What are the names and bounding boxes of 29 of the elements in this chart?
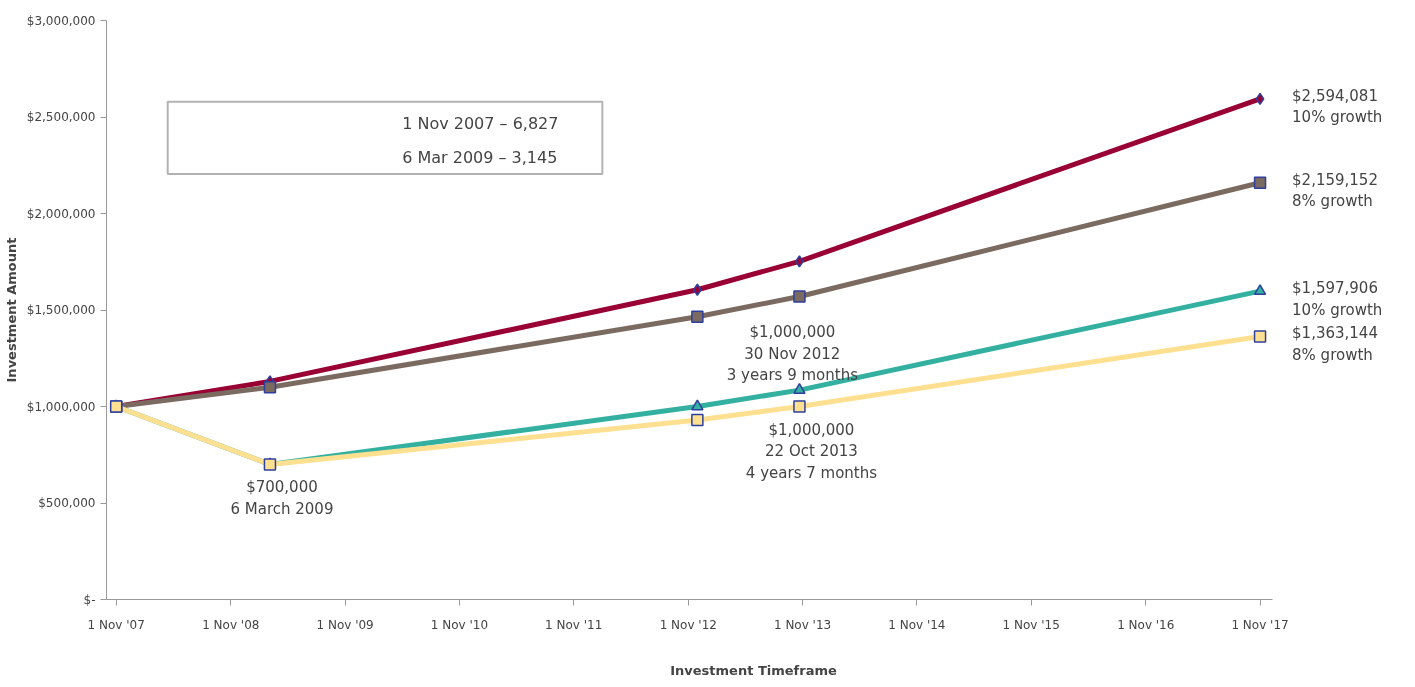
x-tick-label: 1 Nov '12 bbox=[659, 617, 717, 632]
annotation: 1 Nov 2007 – 6,827 bbox=[402, 114, 559, 134]
annotation: $1,597,906 10% growth bbox=[1292, 279, 1383, 319]
x-tick-label: 1 Nov '07 bbox=[87, 617, 145, 632]
annotation: $1,000,000 22 Oct 2013 4 years 7 months bbox=[745, 420, 878, 482]
y-tick-label: $2,000,000 bbox=[26, 206, 96, 221]
annotation: $2,159,152 8% growth bbox=[1292, 170, 1378, 211]
y-tick-label: $1,500,000 bbox=[26, 303, 96, 317]
y-tick-label: $2,500,000 bbox=[26, 110, 96, 124]
annotation: $1,000,000 30 Nov 2012 3 years 9 months bbox=[726, 323, 859, 385]
annotation: $2,594,081 10% growth bbox=[1292, 86, 1383, 127]
y-tick-label: $1,000,000 bbox=[26, 399, 96, 414]
x-tick-label: 1 Nov '14 bbox=[888, 617, 946, 632]
annotation: $700,000 6 March 2009 bbox=[230, 478, 334, 518]
x-tick-label: 1 Nov '11 bbox=[545, 617, 603, 632]
x-tick-label: 1 Nov '09 bbox=[316, 617, 374, 632]
x-tick-label: 1 Nov '13 bbox=[773, 617, 832, 632]
annotation: 6 Mar 2009 – 3,145 bbox=[402, 147, 558, 167]
y-axis-title: Investment Amount bbox=[3, 237, 19, 383]
y-tick-label: $3,000,000 bbox=[26, 13, 96, 28]
x-tick-label: 1 Nov '08 bbox=[202, 617, 260, 632]
x-tick-label: 1 Nov '15 bbox=[1002, 617, 1060, 632]
annotation: $1,363,144 8% growth bbox=[1292, 324, 1378, 365]
x-tick-label: 1 Nov '17 bbox=[1231, 617, 1289, 632]
x-tick-label: 1 Nov '16 bbox=[1117, 617, 1175, 632]
x-axis-title: Investment Timeframe bbox=[670, 662, 837, 678]
x-tick-label: 1 Nov '10 bbox=[430, 617, 489, 632]
y-tick-label: $- bbox=[83, 592, 96, 607]
y-tick-label: $500,000 bbox=[38, 496, 96, 510]
